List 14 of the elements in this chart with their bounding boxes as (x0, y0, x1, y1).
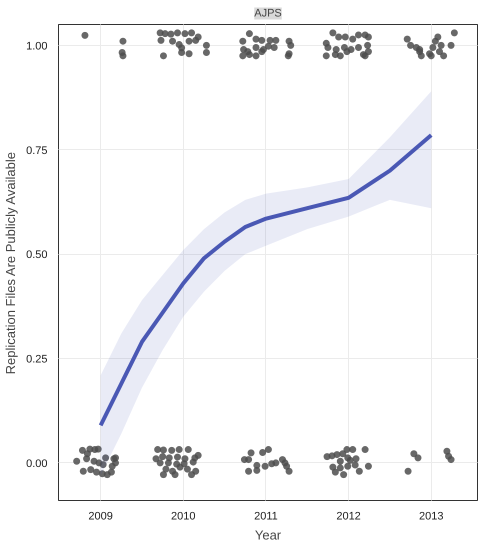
x-tick-label: 2010 (171, 510, 196, 522)
y-tick-label: 1.00 (26, 40, 48, 52)
y-axis-title: Replication Files Are Publicly Available (3, 152, 18, 374)
y-tick-label: 0.00 (26, 458, 48, 470)
line-series (98, 133, 434, 428)
y-tick-label: 0.25 (26, 354, 48, 366)
x-tick-label: 2013 (418, 510, 444, 522)
chart-title: AJPS (254, 8, 282, 20)
x-axis-title: Year (254, 528, 282, 542)
y-tick-label: 0.75 (26, 144, 48, 157)
x-tick-label: 2009 (88, 510, 113, 522)
x-tick-label: 2012 (336, 510, 361, 522)
x-tick-label: 2011 (254, 510, 278, 522)
y-tick-label: 0.50 (26, 249, 48, 262)
